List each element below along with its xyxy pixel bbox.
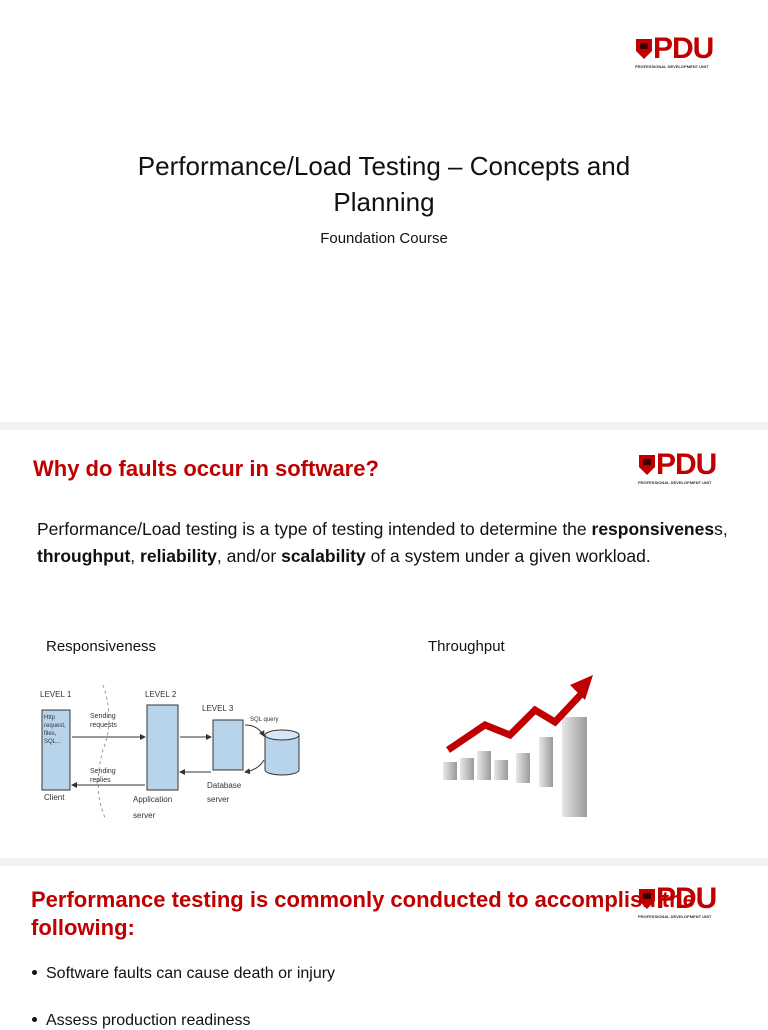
paragraph: Performance/Load testing is a type of te… [37, 516, 737, 570]
diagram-label: LEVEL 1 [40, 690, 72, 699]
title: Performance/Load Testing – Concepts and … [137, 151, 631, 217]
bold-text: responsivenes [591, 519, 715, 539]
bullet: Software faults can cause death or injur… [30, 965, 335, 983]
logo-icon [639, 455, 655, 475]
heading: Why do faults occur in software? [33, 456, 379, 481]
logo-icon [636, 39, 652, 59]
logo-text: PDU [656, 882, 717, 915]
text: , [130, 546, 141, 566]
logo-text: PDU [653, 32, 714, 65]
logo: PDU PROFESSIONAL DEVELOPMENT UNIT [638, 448, 738, 486]
diagram-label: Sending replies [90, 768, 116, 784]
text: Performance/Load testing is a type of te… [37, 519, 592, 539]
bold-text: reliability [140, 546, 217, 566]
logo-icon [639, 889, 655, 909]
logo-caption: PROFESSIONAL DEVELOPMENT UNIT [638, 480, 712, 485]
architecture-diagram [41, 684, 300, 821]
caption: Responsiveness [46, 638, 157, 655]
bullet-dot [32, 970, 37, 975]
bullet-dot [32, 1017, 37, 1022]
diagram-label: Client [44, 793, 65, 802]
slide-gap [0, 422, 768, 430]
logo-caption: PROFESSIONAL DEVELOPMENT UNIT [635, 64, 709, 69]
caption: Throughput [428, 638, 505, 655]
text: of a system under a given workload. [365, 546, 651, 566]
throughput-graphic [443, 675, 593, 817]
text: s, [714, 519, 728, 539]
diagram-label: LEVEL 2 [145, 690, 177, 699]
logo: PDU PROFESSIONAL DEVELOPMENT UNIT [638, 882, 738, 920]
bold-text: scalability [281, 546, 366, 566]
bullet-text: Software faults can cause death or injur… [46, 965, 336, 982]
heading: Performance testing is commonly conducte… [31, 887, 695, 940]
logo: PDU PROFESSIONAL DEVELOPMENT UNIT [635, 32, 735, 70]
logo-text: PDU [656, 448, 717, 481]
text: , and/or [216, 546, 282, 566]
diagram-label: Database server [207, 781, 242, 804]
logo-caption: PROFESSIONAL DEVELOPMENT UNIT [638, 914, 712, 919]
diagram-label: Http request, files, SQL... [44, 715, 66, 745]
diagram-label: Application server [133, 795, 173, 820]
bullet-text: Assess production readiness [46, 1012, 251, 1029]
diagram-label: LEVEL 3 [202, 704, 234, 713]
slide-gap [0, 858, 768, 866]
bold-text: throughput [37, 546, 131, 566]
diagram-label: Sending requests [90, 713, 117, 729]
diagram-label: SQL query [250, 717, 279, 723]
subtitle: Foundation Course [320, 230, 448, 247]
bullet: Assess production readiness [30, 1012, 251, 1030]
